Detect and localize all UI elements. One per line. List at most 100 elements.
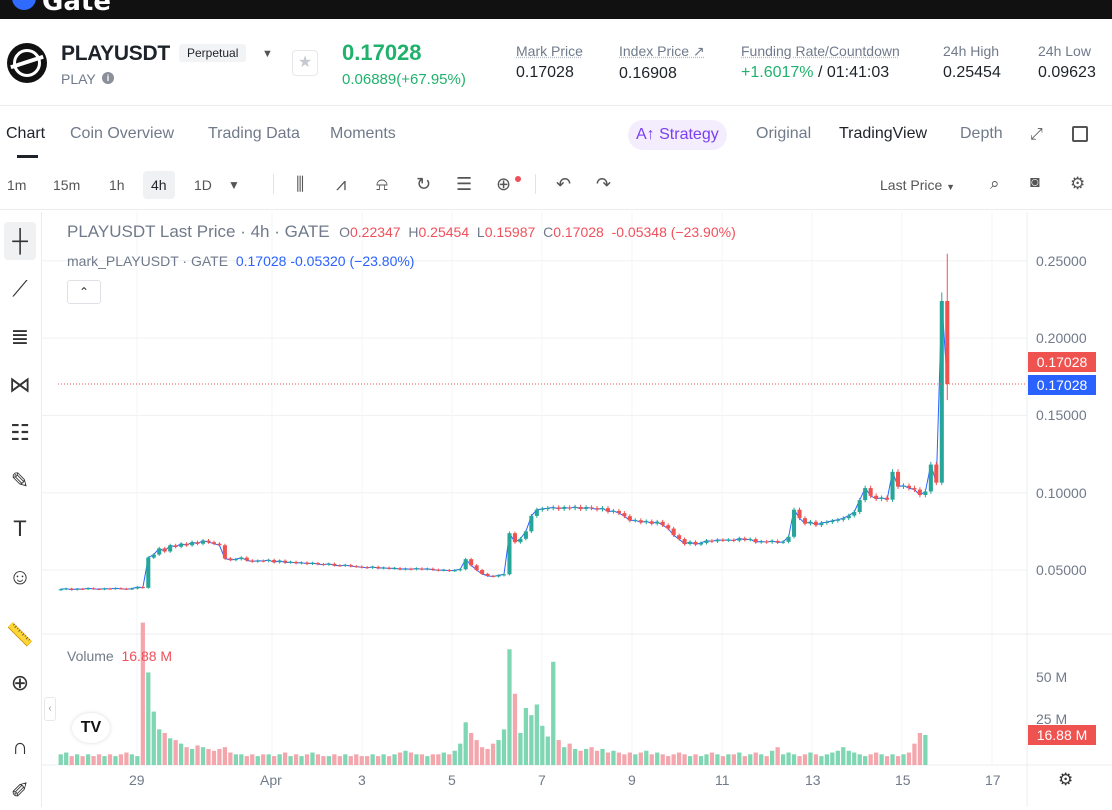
volume-bar [830, 752, 835, 765]
timeframe-4h[interactable]: 4h [143, 171, 175, 199]
volume-bar [173, 740, 178, 765]
tab-coin-overview[interactable]: Coin Overview [70, 125, 175, 142]
candle-body [666, 525, 671, 529]
undo-icon[interactable]: ↶ [556, 174, 572, 194]
emoji-icon[interactable]: ☺ [8, 564, 32, 589]
candle-body [802, 518, 808, 524]
candle-body [299, 562, 304, 564]
timeframe-15m[interactable]: 15m [53, 177, 81, 193]
volume-bar [64, 752, 69, 765]
trend-line-icon[interactable]: ⟋ [12, 276, 28, 301]
window-icon[interactable] [1072, 126, 1088, 142]
redo-icon[interactable]: ↷ [596, 174, 612, 194]
volume-bar [791, 754, 797, 765]
templates-icon[interactable]: ☰ [456, 174, 473, 194]
candle-body [124, 588, 129, 590]
crosshair-icon[interactable]: ┼ [4, 222, 36, 260]
x-tick: 15 [895, 772, 911, 788]
price-type-select[interactable]: Last Price ▼ [880, 177, 956, 193]
magnet-icon[interactable]: ∩ [12, 734, 28, 759]
funding-label[interactable]: Funding Rate/Countdown [741, 43, 900, 59]
volume-bar [211, 750, 217, 765]
low-label: 24h Low [1038, 43, 1091, 59]
ruler-icon[interactable]: 📏 [6, 622, 34, 647]
tab-original[interactable]: Original [756, 125, 812, 142]
volume-bar [310, 752, 315, 765]
volume-bar [293, 754, 299, 765]
info-icon[interactable]: i [102, 72, 114, 84]
funding-rate: +1.6017% [741, 64, 814, 81]
candle-body [556, 507, 561, 509]
candle-body [901, 485, 906, 487]
tab-depth[interactable]: Depth [960, 125, 1003, 142]
tab-tradingview[interactable]: TradingView [839, 125, 928, 142]
collapse-toolbar-icon[interactable]: ‹ [44, 697, 56, 721]
settings-gear-icon[interactable]: ⚙ [1070, 174, 1086, 193]
candle-body [841, 518, 846, 520]
volume-bar [819, 756, 824, 765]
candle-body [304, 562, 310, 564]
volume-bar [567, 743, 572, 765]
tab-trading-data[interactable]: Trading Data [208, 125, 300, 142]
x-tick: 11 [715, 772, 730, 788]
zoom-in-icon[interactable]: ⊕ [10, 670, 30, 695]
legend-close: 0.17028 [553, 224, 604, 240]
tab-chart[interactable]: Chart [6, 125, 46, 142]
candle-body [846, 515, 851, 519]
volume-bar [386, 756, 392, 765]
volume-bar [813, 754, 819, 765]
candle-body [627, 516, 632, 521]
candle-body [195, 542, 200, 544]
axis-settings-icon[interactable]: ⚙ [1058, 770, 1074, 789]
volume-bar [573, 748, 578, 765]
volume-bar [157, 729, 162, 765]
volume-bar [666, 756, 671, 765]
strategy-button[interactable]: A↑ Strategy [628, 120, 727, 150]
volume-bar [425, 756, 430, 765]
expand-icon[interactable]: ⤢ [1030, 126, 1043, 143]
candle-body [704, 540, 709, 543]
candle-body [726, 539, 731, 541]
pencil-icon[interactable]: ✐ [10, 778, 30, 803]
volume-bar [759, 754, 764, 765]
timeframe-dropdown-icon[interactable]: ▼ [228, 178, 240, 192]
search-icon[interactable]: ⌕ [990, 174, 1000, 193]
mark-legend: mark_PLAYUSDT · GATE 0.17028 -0.05320 (−… [67, 253, 414, 269]
pattern-icon[interactable]: ⋈ [9, 372, 31, 397]
add-indicator-icon[interactable]: ⊕ [496, 174, 512, 194]
replay-icon[interactable]: ↻ [416, 174, 432, 194]
candle-body [91, 588, 96, 590]
fib-icon[interactable]: ☷ [10, 420, 30, 445]
alert-icon[interactable]: ⍾ [376, 174, 388, 194]
camera-icon[interactable]: ◙ [1030, 174, 1040, 191]
favorite-star-icon[interactable]: ★ [292, 50, 318, 76]
timeframe-1d[interactable]: 1D [194, 177, 212, 193]
mark-price-label[interactable]: Mark Price [516, 43, 583, 59]
text-tool-icon[interactable]: T [13, 516, 27, 541]
candle-body [294, 561, 299, 564]
last-price-tag: 0.17028 [1028, 352, 1096, 372]
volume-bar [392, 754, 397, 765]
candle-body [496, 575, 501, 577]
mark-legend-value: 0.17028 -0.05320 (−23.80%) [235, 253, 415, 269]
timeframe-1m[interactable]: 1m [7, 177, 27, 193]
volume-bar [441, 752, 446, 765]
volume-bar [594, 750, 600, 765]
candle-body [797, 509, 802, 519]
volume-bar [726, 754, 731, 765]
tab-moments[interactable]: Moments [330, 125, 396, 142]
horizontal-lines-icon[interactable]: ≣ [10, 324, 30, 349]
candle-body [206, 540, 211, 543]
symbol-name[interactable]: PLAYUSDT [61, 42, 170, 65]
brush-icon[interactable]: ✎ [10, 468, 30, 493]
candle-type-icon[interactable]: ⫼ [296, 174, 305, 194]
timeframe-1h[interactable]: 1h [109, 177, 125, 193]
active-tab-indicator [17, 155, 38, 158]
index-price-label[interactable]: Index Price ↗ [619, 43, 705, 59]
candle-body [107, 588, 113, 590]
indicators-icon[interactable]: ⩘ [336, 174, 347, 194]
symbol-dropdown-icon[interactable]: ▼ [262, 48, 273, 60]
volume-bar [841, 747, 846, 765]
collapse-legend-icon[interactable]: ⌃ [67, 280, 101, 304]
